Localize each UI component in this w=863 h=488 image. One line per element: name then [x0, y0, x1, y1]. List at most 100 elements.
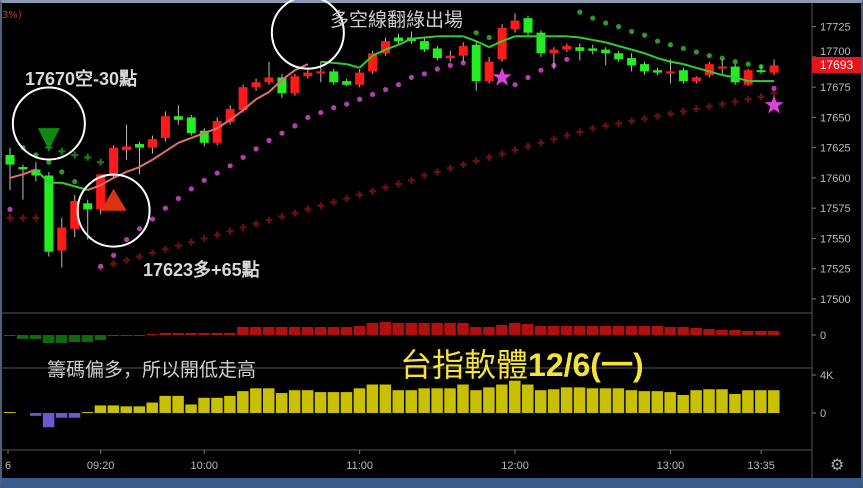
candle-down[interactable]	[394, 37, 403, 42]
candle-up[interactable]	[368, 53, 378, 72]
candle-down[interactable]	[44, 175, 54, 252]
candle-up[interactable]	[458, 45, 468, 56]
indicator1-bar	[444, 323, 456, 335]
candle-up[interactable]	[445, 55, 455, 59]
volume-bar	[651, 391, 663, 413]
candle-down[interactable]	[83, 203, 93, 210]
red-cross-marker	[420, 171, 428, 179]
candle-down[interactable]	[588, 48, 598, 51]
candle-down[interactable]	[186, 117, 196, 134]
candle-up[interactable]	[122, 146, 132, 151]
candle-down[interactable]	[756, 70, 766, 73]
candle-up[interactable]	[717, 66, 727, 69]
candle-down[interactable]	[329, 71, 339, 83]
volume-bar	[172, 395, 184, 413]
candle-down[interactable]	[627, 58, 637, 66]
red-cross-marker	[395, 180, 402, 188]
candle-up[interactable]	[303, 72, 313, 77]
sar-dot	[98, 263, 104, 269]
candle-up[interactable]	[743, 70, 753, 85]
red-cross-marker	[615, 119, 623, 127]
candle-up[interactable]	[251, 82, 261, 88]
volume-bar	[4, 412, 16, 414]
candle-down[interactable]	[342, 81, 352, 85]
candle-down[interactable]	[575, 47, 585, 51]
candle-up[interactable]	[212, 121, 222, 143]
volume-bar	[522, 384, 534, 413]
red-cross-marker	[446, 164, 454, 172]
candle-up[interactable]	[510, 20, 520, 30]
red-cross-marker	[705, 103, 713, 111]
red-cross-marker	[407, 176, 415, 184]
candle-down[interactable]	[277, 77, 287, 94]
candle-up[interactable]	[549, 49, 559, 54]
volume-bar	[42, 413, 55, 428]
candle-up[interactable]	[160, 116, 170, 138]
green-dot	[473, 30, 479, 36]
red-cross-marker	[304, 205, 312, 213]
indicator1-bar	[612, 326, 625, 335]
candle-up[interactable]	[691, 77, 701, 82]
candle-up[interactable]	[769, 65, 779, 73]
red-cross-marker	[356, 191, 364, 199]
candle-up[interactable]	[225, 108, 235, 123]
red-cross-marker	[666, 110, 674, 118]
candle-up[interactable]	[355, 72, 365, 85]
candle-down[interactable]	[432, 48, 442, 59]
indicator1-bar	[755, 331, 767, 335]
trend-line-segment	[670, 60, 684, 66]
volume-bar	[55, 413, 68, 418]
candle-up[interactable]	[316, 71, 326, 74]
candle-down[interactable]	[471, 44, 481, 82]
volume-bar	[237, 391, 249, 413]
candle-up[interactable]	[238, 87, 248, 111]
candle-down[interactable]	[523, 18, 533, 33]
candle-up[interactable]	[704, 64, 714, 76]
candle-up[interactable]	[381, 41, 391, 54]
candle-down[interactable]	[730, 66, 740, 83]
candle-up[interactable]	[109, 147, 119, 175]
candle-down[interactable]	[678, 70, 688, 82]
indicator1-bar	[496, 325, 508, 335]
candle-down[interactable]	[614, 53, 624, 60]
candle-up[interactable]	[562, 45, 572, 50]
candle-down[interactable]	[173, 116, 183, 120]
volume-bar	[301, 390, 314, 413]
candle-up[interactable]	[57, 227, 67, 251]
trend-line-segment	[709, 70, 723, 77]
price-tick-label: 17525	[820, 264, 851, 276]
candle-down[interactable]	[31, 169, 41, 176]
red-cross-marker	[369, 187, 377, 195]
green-dot	[719, 55, 725, 61]
indicator1-bar	[651, 326, 663, 335]
trend-line-segment	[657, 57, 671, 63]
candle-up[interactable]	[147, 139, 157, 148]
gear-icon[interactable]: ⚙	[830, 455, 845, 474]
candle-up[interactable]	[290, 76, 300, 94]
indicator1-bar	[250, 327, 262, 335]
volume-bar	[638, 391, 651, 413]
candle-up[interactable]	[96, 174, 106, 210]
volume-bar	[405, 390, 417, 413]
trend-line-segment	[696, 66, 710, 73]
candle-up[interactable]	[264, 77, 274, 83]
candle-up[interactable]	[70, 200, 80, 229]
candle-down[interactable]	[18, 167, 28, 170]
candle-down[interactable]	[135, 144, 144, 148]
volume-bar	[612, 388, 625, 413]
candle-down[interactable]	[5, 154, 15, 165]
candle-up[interactable]	[497, 27, 507, 60]
candle-up[interactable]	[484, 61, 494, 82]
candle-down[interactable]	[640, 64, 650, 72]
indicator1-bar	[547, 326, 560, 335]
candle-down[interactable]	[653, 70, 662, 73]
sar-dot	[357, 96, 363, 102]
candle-down[interactable]	[199, 130, 209, 143]
red-cross-marker	[576, 128, 584, 136]
candle-down[interactable]	[601, 49, 611, 54]
candle-down[interactable]	[419, 41, 429, 50]
candle-down[interactable]	[536, 32, 546, 54]
candle-up[interactable]	[665, 71, 675, 74]
red-cross-marker	[187, 238, 195, 246]
